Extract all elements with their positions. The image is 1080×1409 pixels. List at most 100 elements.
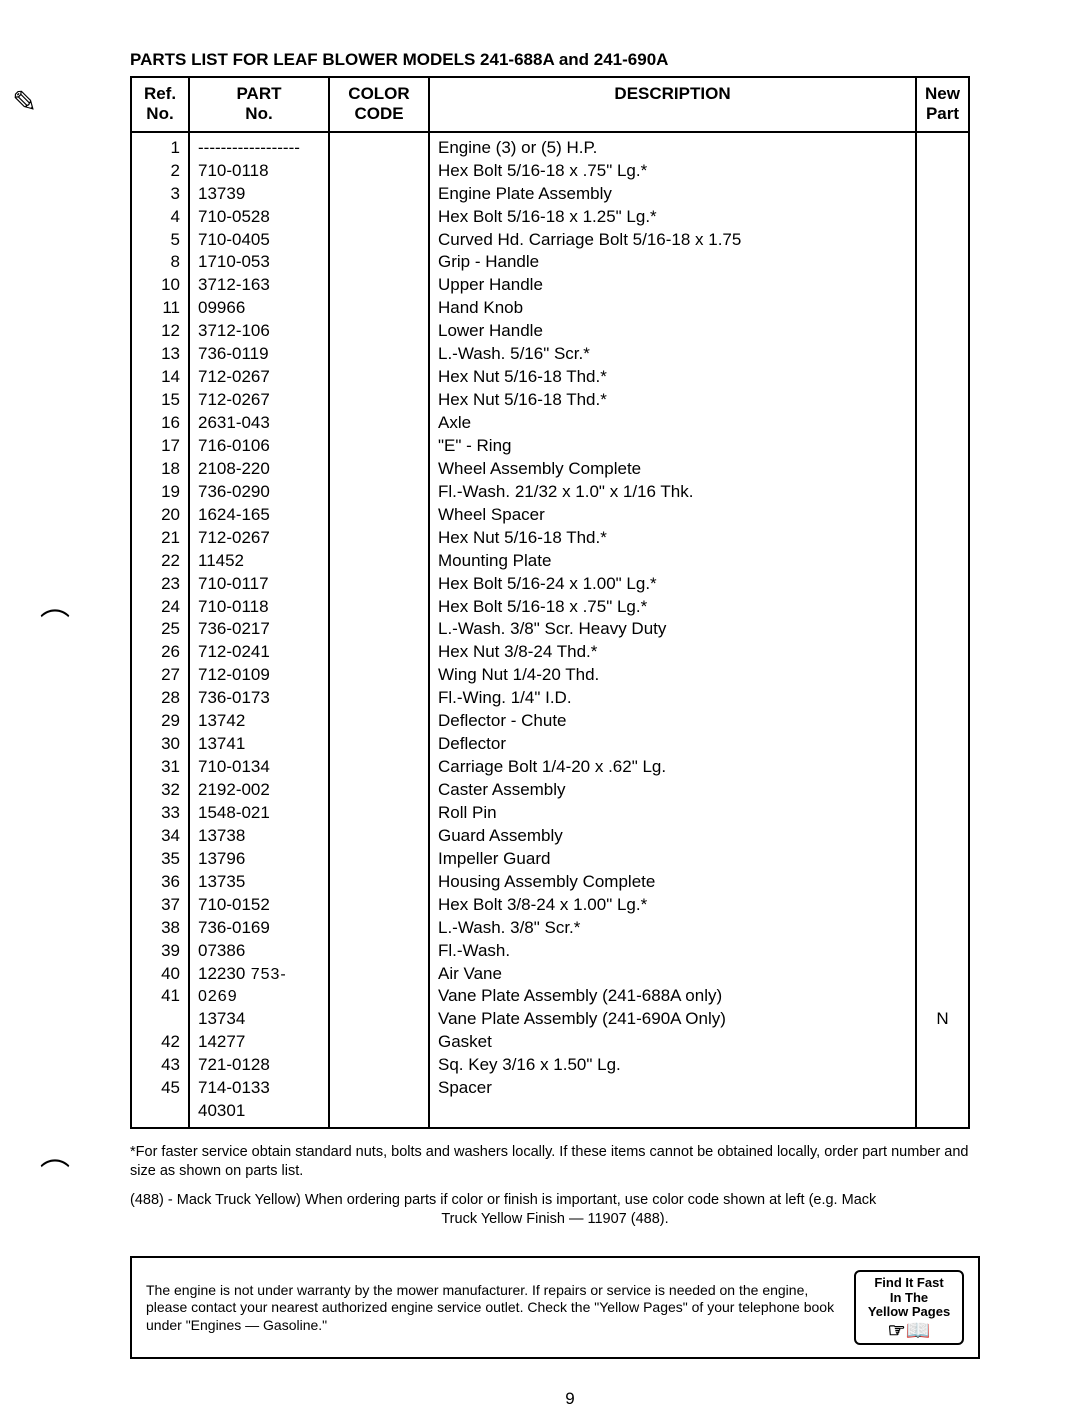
ref-value: 10 <box>140 274 180 297</box>
new-value <box>925 481 960 504</box>
part-value: 3712-106 <box>198 320 320 343</box>
part-value: 712-0267 <box>198 527 320 550</box>
ref-value: 36 <box>140 871 180 894</box>
desc-value: Caster Assembly <box>438 779 907 802</box>
ref-value: 25 <box>140 618 180 641</box>
yp-line1: Find It Fast <box>862 1276 956 1290</box>
ref-value: 43 <box>140 1054 180 1077</box>
new-value <box>925 183 960 206</box>
part-value: 736-0217 <box>198 618 320 641</box>
yp-line2: In The <box>862 1291 956 1305</box>
part-value: 736-0173 <box>198 687 320 710</box>
ref-value: 28 <box>140 687 180 710</box>
new-value <box>925 343 960 366</box>
header-ref: Ref.No. <box>131 77 189 132</box>
new-value <box>925 963 960 986</box>
ref-value: 12 <box>140 320 180 343</box>
desc-value: L.-Wash. 5/16" Scr.* <box>438 343 907 366</box>
desc-value: Curved Hd. Carriage Bolt 5/16-18 x 1.75 <box>438 229 907 252</box>
handwritten-note: 753-0269 <box>198 966 287 1006</box>
ref-value <box>140 1008 180 1031</box>
part-value: 716-0106 <box>198 435 320 458</box>
ref-value: 26 <box>140 641 180 664</box>
ref-column: 1234581011121314151617181920212223242526… <box>131 132 189 1128</box>
ref-value: 17 <box>140 435 180 458</box>
ref-value: 21 <box>140 527 180 550</box>
ref-value: 33 <box>140 802 180 825</box>
desc-value: Hex Nut 3/8-24 Thd.* <box>438 641 907 664</box>
desc-value: Fl.-Wash. <box>438 940 907 963</box>
desc-value: Deflector - Chute <box>438 710 907 733</box>
desc-value: Wheel Assembly Complete <box>438 458 907 481</box>
ref-value: 29 <box>140 710 180 733</box>
ref-value: 22 <box>140 550 180 573</box>
scan-artifact: ⌒ <box>40 600 70 644</box>
new-value <box>925 504 960 527</box>
footnote-asterisk: *For faster service obtain standard nuts… <box>130 1143 980 1181</box>
new-value <box>925 573 960 596</box>
desc-value: Fl.-Wing. 1/4" I.D. <box>438 687 907 710</box>
ref-value: 3 <box>140 183 180 206</box>
ref-value: 42 <box>140 1031 180 1054</box>
part-value: 1548-021 <box>198 802 320 825</box>
ref-value: 11 <box>140 297 180 320</box>
ref-value: 15 <box>140 389 180 412</box>
desc-value: Hex Bolt 5/16-24 x 1.00" Lg.* <box>438 573 907 596</box>
desc-value: Impeller Guard <box>438 848 907 871</box>
new-value <box>925 435 960 458</box>
part-value: 13738 <box>198 825 320 848</box>
footnote-color-code: (488) - Mack Truck Yellow) When ordering… <box>130 1191 980 1229</box>
ref-value: 8 <box>140 251 180 274</box>
header-new: NewPart <box>916 77 969 132</box>
desc-value: Sq. Key 3/16 x 1.50" Lg. <box>438 1054 907 1077</box>
desc-value: Hex Bolt 5/16-18 x .75" Lg.* <box>438 160 907 183</box>
scan-artifact: ⌒ <box>40 1150 70 1194</box>
ref-value: 37 <box>140 894 180 917</box>
desc-value: Spacer <box>438 1077 907 1100</box>
part-value: 736-0290 <box>198 481 320 504</box>
new-column: N <box>916 132 969 1128</box>
part-value: 09966 <box>198 297 320 320</box>
desc-value: Wing Nut 1/4-20 Thd. <box>438 664 907 687</box>
yellow-pages-badge: Find It Fast In The Yellow Pages ☞📖 <box>854 1270 964 1345</box>
desc-value: Housing Assembly Complete <box>438 871 907 894</box>
ref-value: 18 <box>140 458 180 481</box>
new-value <box>925 596 960 619</box>
engine-warranty-notice: The engine is not under warranty by the … <box>130 1256 980 1359</box>
desc-value: Grip - Handle <box>438 251 907 274</box>
desc-value: L.-Wash. 3/8" Scr.* <box>438 917 907 940</box>
new-value <box>925 389 960 412</box>
new-value <box>925 985 960 1008</box>
desc-value: Engine Plate Assembly <box>438 183 907 206</box>
part-value: 13741 <box>198 733 320 756</box>
part-value: 710-0134 <box>198 756 320 779</box>
desc-value: L.-Wash. 3/8" Scr. Heavy Duty <box>438 618 907 641</box>
ref-value: 5 <box>140 229 180 252</box>
ref-value: 39 <box>140 940 180 963</box>
new-value <box>925 848 960 871</box>
desc-value: Vane Plate Assembly (241-690A Only) <box>438 1008 907 1031</box>
desc-value: Axle <box>438 412 907 435</box>
desc-value: Vane Plate Assembly (241-688A only) <box>438 985 907 1008</box>
ref-value: 20 <box>140 504 180 527</box>
new-value <box>925 297 960 320</box>
footnote-line2: Truck Yellow Finish — 11907 (488). <box>130 1210 980 1229</box>
part-column: ------------------710-011813739710-05287… <box>189 132 329 1128</box>
new-value <box>925 366 960 389</box>
desc-value: Fl.-Wash. 21/32 x 1.0" x 1/16 Thk. <box>438 481 907 504</box>
new-value <box>925 412 960 435</box>
part-value: 736-0169 <box>198 917 320 940</box>
part-value: 710-0152 <box>198 894 320 917</box>
ref-value: 31 <box>140 756 180 779</box>
ref-value: 16 <box>140 412 180 435</box>
part-value: 13739 <box>198 183 320 206</box>
ref-value: 1 <box>140 137 180 160</box>
part-value: 1624-165 <box>198 504 320 527</box>
header-part: PARTNo. <box>189 77 329 132</box>
yp-line3: Yellow Pages <box>862 1305 956 1319</box>
new-value <box>925 802 960 825</box>
new-value <box>925 917 960 940</box>
document-title: PARTS LIST FOR LEAF BLOWER MODELS 241-68… <box>130 50 1030 70</box>
part-value: 40301 <box>198 1100 320 1123</box>
ref-value: 24 <box>140 596 180 619</box>
